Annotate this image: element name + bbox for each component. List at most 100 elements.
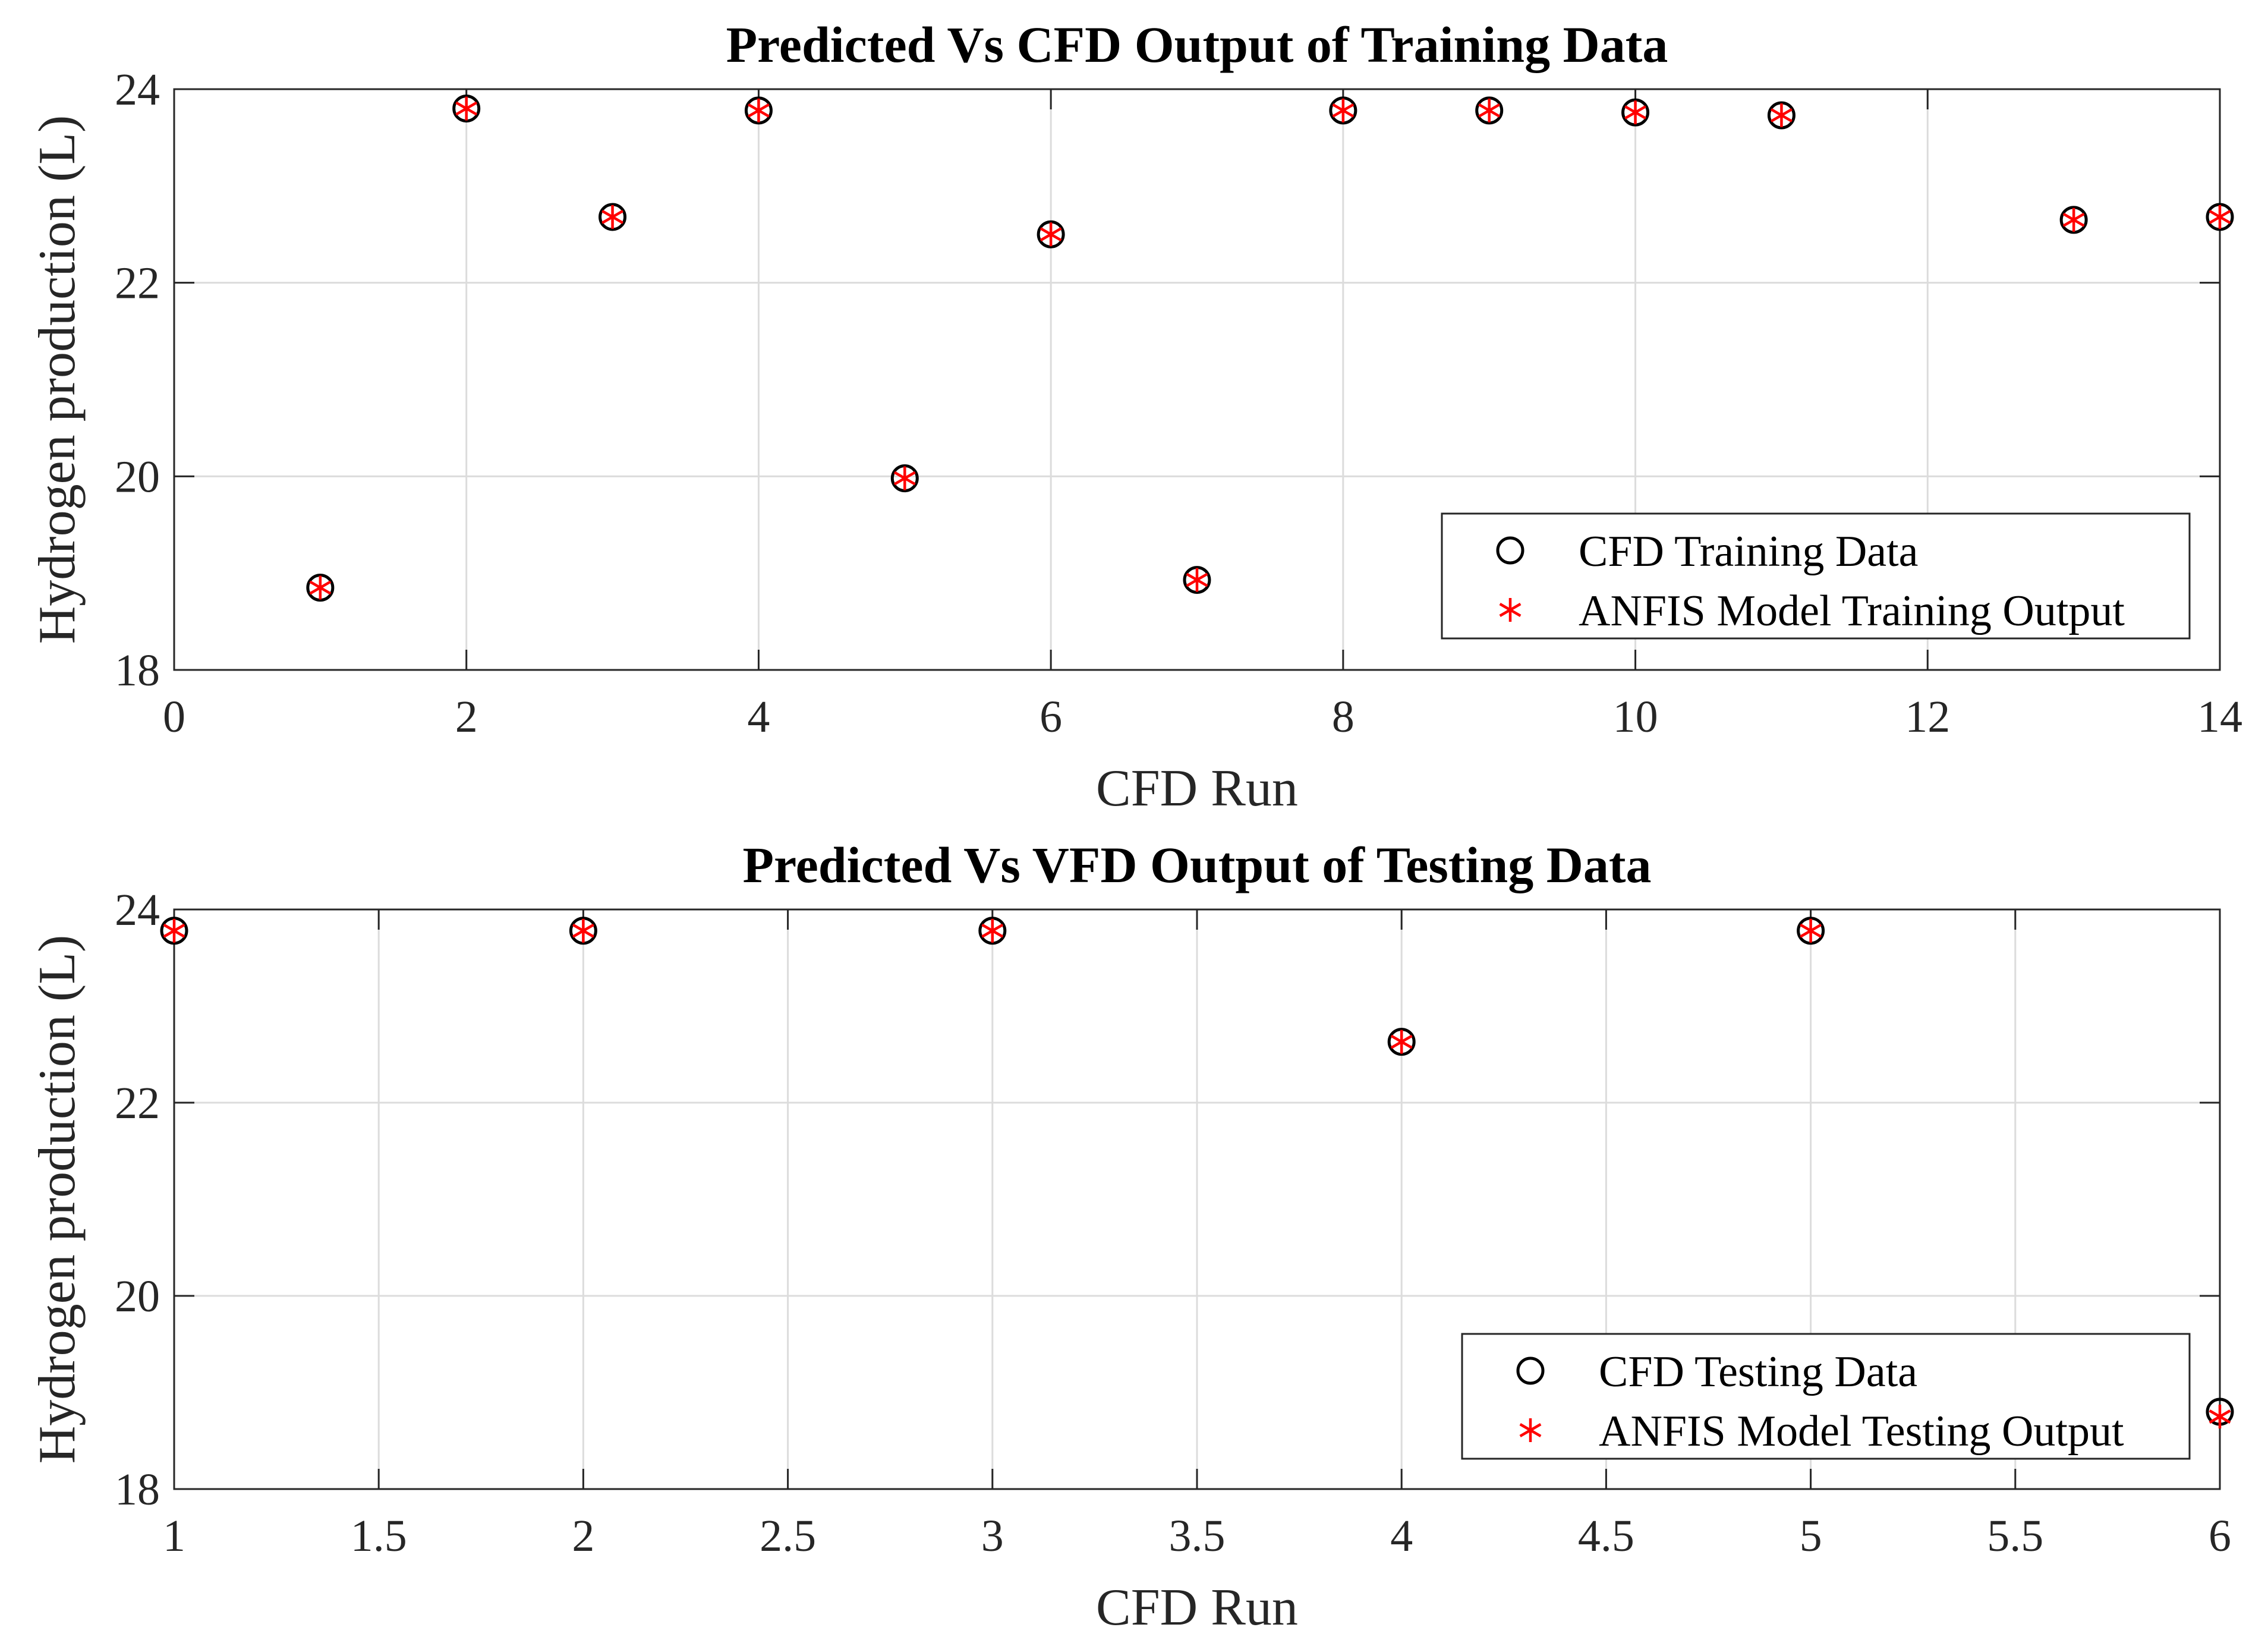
legend: CFD Training Data ANFIS Model Training Ou…	[1441, 512, 2191, 640]
circle-marker	[2206, 203, 2234, 231]
asterisk-stroke	[1186, 572, 1208, 587]
y-tick-label: 24	[115, 885, 160, 935]
x-axis-label: CFD Run	[1096, 760, 1298, 817]
data-point	[309, 575, 332, 600]
data-point	[1478, 98, 1501, 122]
chart-title: Predicted Vs CFD Output of Training Data	[726, 16, 1668, 73]
legend-circle-marker	[1516, 1356, 1545, 1385]
y-tick-label: 18	[115, 1465, 160, 1515]
legend-entry: CFD Training Data	[1579, 527, 1919, 576]
series-1	[306, 95, 2234, 602]
x-tick-label: 2	[572, 1511, 594, 1561]
chart-title: Predicted Vs VFD Output of Testing Data	[742, 836, 1651, 893]
y-tick-label: 22	[115, 1078, 160, 1128]
x-tick-label: 4.5	[1578, 1511, 1634, 1561]
data-point	[981, 918, 1004, 943]
data-point	[601, 204, 624, 229]
legend-entry: ANFIS Model Testing Output	[1599, 1407, 2124, 1456]
x-tick-label: 5	[1800, 1511, 1822, 1561]
x-tick-label: 2	[455, 692, 478, 742]
data-point	[1186, 568, 1208, 592]
asterisk-stroke	[2209, 209, 2231, 224]
y-tick-label: 24	[115, 65, 160, 115]
asterisk-stroke	[601, 209, 624, 224]
circle-marker	[744, 96, 773, 125]
data-point	[163, 918, 185, 943]
legend-entry: CFD Testing Data	[1599, 1348, 1917, 1396]
legend: CFD Testing Data ANFIS Model Testing Outp…	[1461, 1333, 2191, 1460]
legend-circle-marker	[1496, 536, 1524, 565]
data-point	[1040, 222, 1062, 247]
data-point	[2062, 207, 2085, 232]
asterisk-stroke	[309, 580, 332, 595]
circle-marker	[2059, 206, 2088, 234]
asterisk-stroke	[572, 923, 594, 938]
series-2	[309, 96, 2231, 600]
x-tick-label: 0	[163, 692, 185, 742]
circle-marker	[1183, 566, 1211, 594]
circle-marker	[1329, 96, 1357, 125]
y-axis-label: Hydrogen production (L)	[29, 935, 86, 1464]
x-tick-label: 12	[1905, 692, 1950, 742]
data-point	[1332, 98, 1354, 122]
asterisk-stroke	[1519, 1423, 1542, 1437]
asterisk-stroke	[981, 923, 1004, 938]
asterisk-stroke	[1624, 105, 1647, 120]
data-point	[455, 96, 478, 121]
y-axis-label: Hydrogen production (L)	[29, 115, 86, 644]
x-tick-label: 10	[1613, 692, 1658, 742]
series-2	[163, 918, 2231, 1429]
circle-marker	[452, 95, 481, 123]
asterisk-stroke	[1800, 923, 1822, 938]
circle-marker	[160, 917, 188, 945]
y-tick-label: 18	[115, 646, 160, 695]
circle-marker	[1475, 96, 1504, 125]
data-point	[572, 918, 594, 943]
legend-asterisk-marker	[1519, 1418, 1542, 1442]
x-tick-label: 6	[2209, 1511, 2231, 1561]
legend-entry: ANFIS Model Training Output	[1579, 587, 2125, 635]
circle-marker	[978, 917, 1007, 945]
x-tick-label: 3.5	[1169, 1511, 1226, 1561]
data-point	[893, 466, 916, 490]
x-tick-label: 1	[163, 1511, 185, 1561]
legend-asterisk-marker	[1499, 598, 1522, 622]
data-point	[2209, 1405, 2231, 1429]
x-tick-label: 3	[981, 1511, 1004, 1561]
legend-box	[1441, 512, 2191, 640]
x-axis-label: CFD Run	[1096, 1579, 1298, 1636]
circle-marker	[1621, 98, 1650, 127]
x-tick-label: 4	[747, 692, 770, 742]
legend-box	[1461, 1333, 2191, 1460]
x-tick-label: 4	[1390, 1511, 1413, 1561]
x-tick-label: 1.5	[351, 1511, 407, 1561]
asterisk-stroke	[893, 471, 916, 486]
asterisk-stroke	[1040, 227, 1062, 242]
x-tick-label: 8	[1332, 692, 1354, 742]
chart-2: 1 1.5 2 2.5 3 3.5 4 4.5 5 5.5 6 18 20 22 24 Predicted V…	[29, 836, 2234, 1636]
asterisk-stroke	[455, 101, 478, 116]
asterisk-stroke	[163, 923, 185, 938]
axes-box	[173, 88, 2221, 671]
asterisk-stroke	[1390, 1034, 1413, 1049]
circle-marker	[1037, 220, 1065, 248]
asterisk-stroke	[1478, 103, 1501, 118]
circle-marker	[1387, 1028, 1416, 1056]
asterisk-stroke	[2062, 212, 2085, 227]
y-tick-label: 20	[115, 452, 160, 502]
x-tick-label: 2.5	[760, 1511, 816, 1561]
data-point	[2209, 204, 2231, 229]
y-tick-label: 22	[115, 259, 160, 309]
data-point	[1390, 1030, 1413, 1054]
circle-marker	[306, 574, 335, 602]
circle-marker	[598, 203, 627, 231]
x-tick-label: 6	[1040, 692, 1062, 742]
circle-marker	[1797, 917, 1825, 945]
x-tick-label: 14	[2197, 692, 2242, 742]
x-tick-label: 5.5	[1987, 1511, 2043, 1561]
data-point	[1770, 103, 1793, 127]
y-tick-label: 20	[115, 1271, 160, 1321]
data-point	[1800, 918, 1822, 943]
circle-marker	[890, 464, 919, 493]
